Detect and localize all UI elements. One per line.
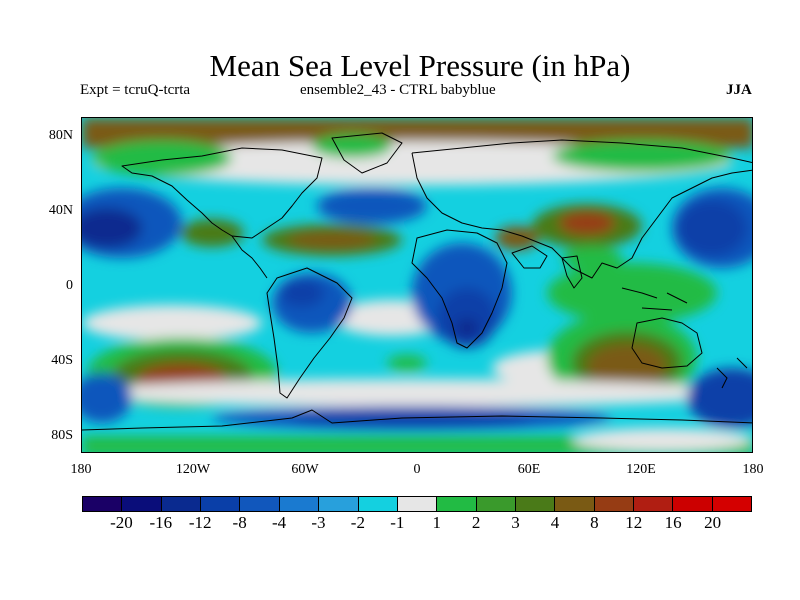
colorbar-swatch (673, 497, 713, 511)
lon-label-120w: 120W (175, 462, 211, 477)
lon-label-0: 0 (413, 462, 421, 477)
colorbar-swatch (594, 497, 635, 511)
colorbar-label: -8 (232, 513, 247, 532)
colorbar-swatch (319, 497, 359, 511)
colorbar-swatch (201, 497, 241, 511)
colorbar-label: -16 (149, 513, 173, 532)
colorbar-label: -2 (350, 513, 365, 532)
season-label: JJA (726, 82, 752, 98)
colorbar-swatch (279, 497, 320, 511)
ensemble-label: ensemble2_43 - CTRL babyblue (300, 82, 496, 98)
colorbar-label: 8 (590, 513, 599, 532)
pressure-field (82, 118, 752, 452)
colorbar-swatch (555, 497, 595, 511)
colorbar-label: 2 (471, 513, 481, 532)
pressure-map (81, 117, 753, 453)
colorbar-swatch (83, 497, 123, 511)
colorbar-swatch (240, 497, 280, 511)
colorbar-swatch (397, 497, 438, 511)
colorbar-label: -3 (311, 513, 326, 532)
colorbar-label: -1 (390, 513, 405, 532)
colorbar (82, 496, 752, 512)
colorbar-label: -20 (110, 513, 133, 532)
lon-label-60e: 60E (517, 462, 541, 477)
colorbar-swatch (161, 497, 202, 511)
colorbar-swatch (476, 497, 516, 511)
colorbar-swatch (437, 497, 477, 511)
coastlines (82, 132, 752, 431)
colorbar-label: -12 (188, 513, 212, 532)
lon-label-60w: 60W (291, 462, 319, 477)
colorbar-swatch (122, 497, 162, 511)
colorbar-label: 20 (704, 513, 722, 532)
experiment-label: Expt = tcruQ-tcrta (80, 82, 191, 98)
colorbar-label: 12 (625, 513, 643, 532)
colorbar-swatch (634, 497, 674, 511)
lat-label-40n: 40N (48, 203, 73, 218)
lat-label-0: 0 (66, 278, 73, 293)
colorbar-label: -4 (271, 513, 287, 532)
colorbar-swatch (712, 497, 752, 511)
lat-label-80s: 80S (51, 428, 73, 443)
lat-label-80n: 80N (48, 128, 73, 143)
lon-label-180w: 180 (70, 462, 92, 477)
colorbar-swatch (358, 497, 398, 511)
map-title: Mean Sea Level Pressure (in hPa) (209, 48, 631, 83)
colorbar-label: 16 (664, 513, 682, 532)
lon-label-120e: 120E (626, 462, 656, 477)
lon-label-180e: 180 (742, 462, 764, 477)
lat-label-40s: 40S (51, 353, 73, 368)
colorbar-label: 4 (550, 513, 560, 532)
colorbar-swatch (515, 497, 556, 511)
colorbar-label: 3 (511, 513, 520, 532)
colorbar-label: 1 (432, 513, 441, 532)
